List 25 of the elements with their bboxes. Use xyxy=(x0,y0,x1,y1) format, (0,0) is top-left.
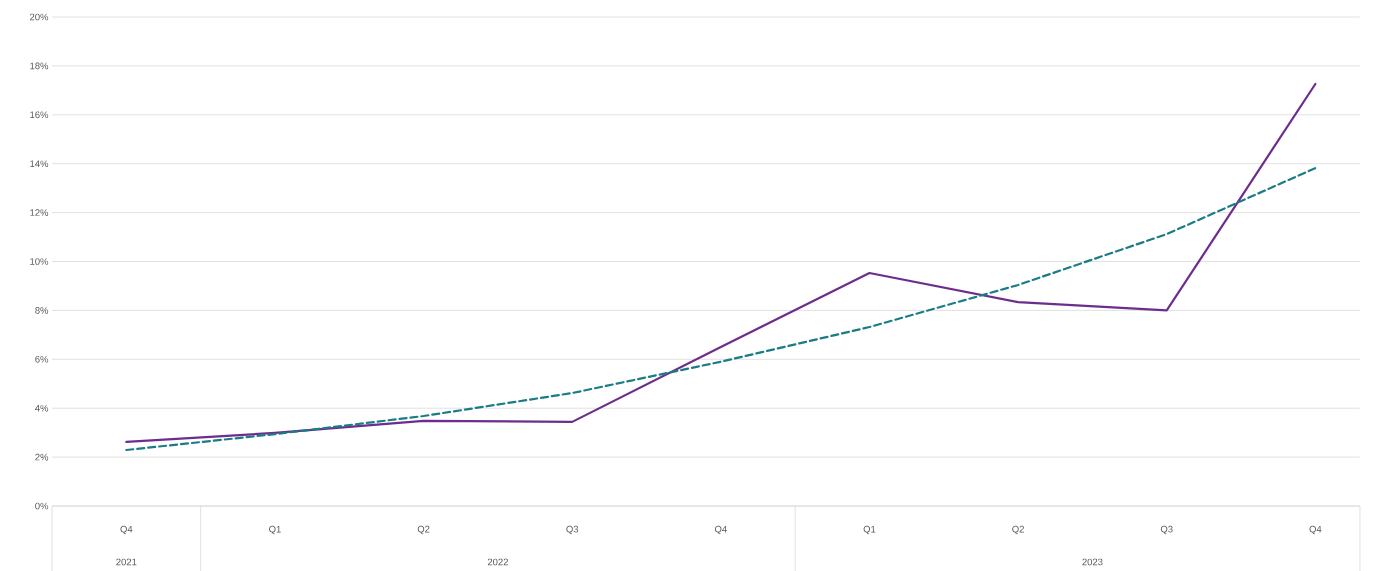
line-series xyxy=(125,82,1317,443)
text: 2022 xyxy=(487,558,508,566)
y-tick-label: 6% xyxy=(35,355,49,363)
y-tick-label: 2% xyxy=(35,453,49,461)
x-tick-label: Q3 xyxy=(1160,525,1173,535)
x-tick-label: Q4 xyxy=(1309,525,1322,535)
y-tick-label: 0% xyxy=(35,502,49,510)
x-tick-label: Q3 xyxy=(566,525,579,535)
x-tick-label: Q1 xyxy=(863,525,876,535)
y-tick-label: 8% xyxy=(35,306,49,314)
x-tick-label: Q1 xyxy=(269,525,281,535)
text: 2021 xyxy=(116,558,137,566)
line-series xyxy=(125,166,1317,451)
y-tick-label: 18% xyxy=(30,62,49,70)
x-tick-label: Q4 xyxy=(714,525,727,535)
y-tick-label: 10% xyxy=(30,257,49,265)
x-tick-label: Q4 xyxy=(120,525,133,535)
text: 2023 xyxy=(1082,558,1103,566)
x-tick-label: Q2 xyxy=(417,525,430,535)
y-tick-label: 16% xyxy=(30,111,49,118)
y-tick-label: 12% xyxy=(30,209,49,216)
y-tick-label: 4% xyxy=(35,404,49,412)
y-tick-label: 14% xyxy=(30,160,49,167)
y-tick-label: 20% xyxy=(30,13,49,21)
x-tick-label: Q2 xyxy=(1012,525,1024,535)
